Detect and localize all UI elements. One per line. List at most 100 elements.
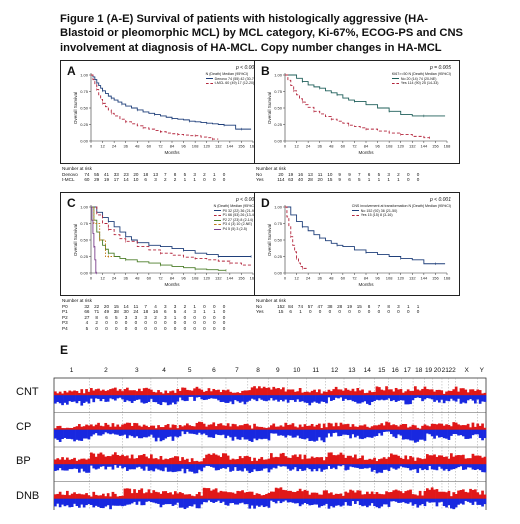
loss-bar-r2-5 (66, 464, 69, 471)
gain-bar-r2-52 (178, 460, 182, 465)
loss-bar-r0-108 (313, 395, 316, 402)
loss-bar-r2-158 (433, 464, 436, 470)
gain-bar-r1-0 (54, 428, 57, 430)
gain-bar-r3-78 (241, 490, 244, 499)
loss-bar-r0-82 (250, 395, 254, 399)
loss-bar-r0-89 (267, 395, 271, 401)
gain-bar-r0-54 (183, 387, 187, 396)
gain-bar-r0-148 (409, 390, 412, 396)
loss-bar-r2-85 (258, 464, 261, 471)
loss-bar-r3-133 (373, 498, 376, 507)
loss-bar-r1-63 (205, 429, 208, 436)
loss-bar-r3-71 (224, 498, 228, 505)
loss-bar-r0-61 (200, 395, 204, 400)
gain-bar-r3-1 (56, 493, 60, 499)
gain-bar-r1-139 (387, 422, 391, 430)
loss-bar-r2-65 (210, 464, 213, 467)
gain-bar-r0-107 (310, 390, 314, 396)
loss-bar-r1-43 (157, 429, 160, 438)
loss-bar-r0-155 (426, 395, 429, 399)
loss-bar-r2-98 (289, 464, 292, 471)
gain-bar-r2-83 (253, 457, 256, 465)
loss-bar-r1-82 (250, 429, 254, 442)
gain-bar-r3-44 (159, 493, 163, 499)
gain-bar-r2-59 (195, 460, 199, 465)
loss-bar-r3-104 (303, 498, 307, 504)
x-tick-label-a-3: 36 (123, 144, 128, 149)
loss-bar-r2-157 (430, 464, 434, 470)
loss-bar-r2-145 (402, 464, 405, 468)
gain-bar-r3-26 (116, 496, 120, 499)
gain-bar-r2-3 (61, 457, 64, 465)
x-tick-label-a-7: 84 (170, 144, 175, 149)
loss-bar-r0-124 (351, 395, 355, 402)
gain-bar-r2-91 (272, 457, 276, 465)
gain-bar-r0-104 (303, 391, 307, 396)
gain-bar-r0-109 (315, 392, 319, 396)
loss-bar-r3-56 (188, 498, 192, 506)
loss-bar-r3-153 (421, 498, 424, 505)
loss-bar-r1-165 (450, 429, 453, 436)
gain-bar-r1-167 (454, 422, 458, 430)
loss-bar-r1-154 (423, 429, 427, 441)
chromosome-label-4: 4 (162, 367, 166, 374)
loss-bar-r2-0 (54, 464, 57, 471)
risk-cell: 20 (133, 171, 139, 177)
gain-bar-r0-110 (318, 389, 321, 396)
loss-bar-r3-59 (195, 498, 199, 509)
chromosome-label-18: 18 (415, 367, 423, 374)
gain-bar-r0-151 (416, 389, 420, 396)
gain-bar-r0-84 (255, 388, 259, 396)
loss-bar-r0-63 (205, 395, 208, 400)
cnv-row-label-cnt: CNT (16, 386, 39, 398)
gain-bar-r0-52 (178, 390, 182, 396)
risk-cell: 10 (327, 171, 333, 177)
risk-cell: 13 (152, 171, 159, 177)
gain-bar-r1-100 (294, 426, 297, 430)
gain-bar-r3-3 (61, 494, 64, 499)
loss-bar-r0-19 (99, 395, 103, 402)
x-tick-label-d-4: 48 (329, 276, 334, 281)
risk-cell: 30 (123, 309, 129, 315)
loss-bar-r3-41 (152, 498, 156, 503)
loss-bar-r0-47 (166, 395, 170, 406)
gain-bar-r0-136 (380, 389, 384, 396)
risk-cell: 0 (173, 320, 177, 326)
gain-bar-r2-49 (171, 457, 175, 465)
loss-bar-r1-67 (214, 429, 218, 435)
loss-bar-r3-3 (61, 498, 64, 505)
loss-bar-r0-81 (248, 395, 252, 401)
risk-cell: 0 (203, 320, 206, 326)
gain-bar-r3-62 (202, 487, 206, 499)
loss-bar-r2-170 (462, 464, 465, 470)
gain-bar-r3-28 (121, 495, 124, 499)
gain-bar-r0-8 (73, 390, 76, 396)
risk-cell: 6 (348, 177, 351, 183)
loss-bar-r2-66 (212, 464, 216, 468)
loss-bar-r1-112 (322, 429, 326, 443)
gain-bar-r3-107 (310, 492, 314, 499)
loss-bar-r0-172 (466, 395, 470, 401)
gain-bar-r3-126 (356, 490, 360, 499)
gain-bar-r2-68 (217, 455, 220, 465)
loss-bar-r0-140 (390, 395, 393, 402)
loss-bar-r3-173 (469, 498, 472, 503)
loss-bar-r2-17 (94, 464, 98, 470)
loss-bar-r2-31 (128, 464, 132, 470)
gain-bar-r1-104 (303, 424, 307, 430)
loss-bar-r0-177 (478, 395, 482, 404)
loss-bar-r2-103 (301, 464, 304, 471)
gain-bar-r2-73 (229, 459, 232, 465)
x-tick-label-d-11: 132 (409, 276, 416, 281)
loss-bar-r0-4 (63, 395, 67, 403)
loss-bar-r3-51 (176, 498, 180, 503)
x-tick-label-a-9: 108 (192, 144, 199, 149)
gain-bar-r3-4 (63, 494, 67, 499)
gain-bar-r1-137 (382, 425, 386, 430)
gain-bar-r1-49 (171, 424, 175, 430)
legend-swatch (213, 210, 221, 212)
gain-bar-r3-90 (270, 491, 273, 499)
loss-bar-r3-122 (346, 498, 350, 506)
gain-bar-r0-78 (241, 390, 244, 396)
gain-bar-r0-14 (87, 391, 91, 396)
